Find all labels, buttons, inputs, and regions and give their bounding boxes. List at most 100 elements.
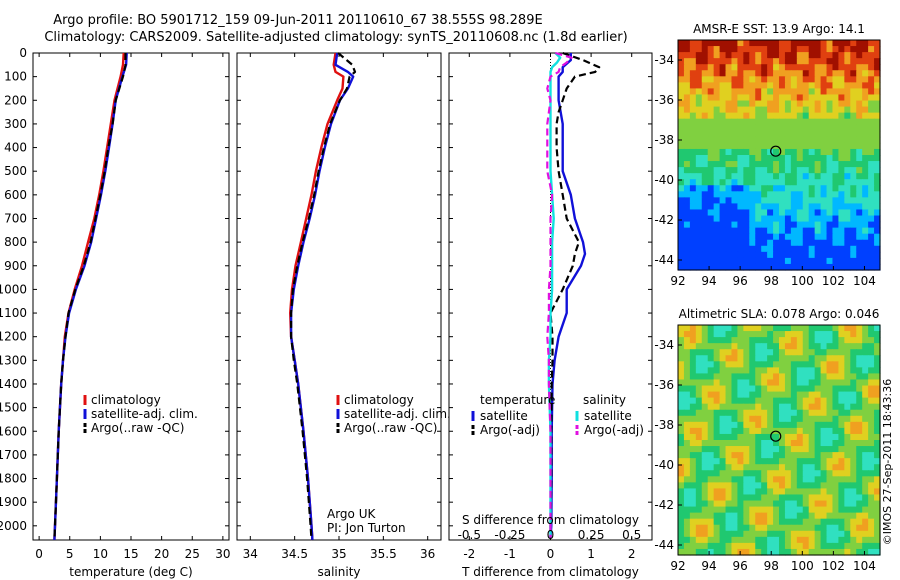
map-cell bbox=[737, 494, 744, 502]
map-cell bbox=[838, 148, 845, 156]
map-cell bbox=[808, 542, 816, 550]
map-cell bbox=[779, 403, 786, 411]
map-cell bbox=[790, 488, 798, 496]
map-cell bbox=[802, 46, 810, 53]
map-cell bbox=[874, 470, 881, 477]
map-cell bbox=[678, 233, 685, 241]
map-cell bbox=[749, 518, 756, 526]
map-cell bbox=[719, 452, 727, 459]
map-cell bbox=[862, 64, 869, 71]
map-cell bbox=[790, 355, 798, 362]
map-cell bbox=[695, 391, 703, 399]
map-cell bbox=[868, 257, 875, 265]
series-line-2 bbox=[547, 52, 562, 538]
map-cell bbox=[701, 70, 709, 77]
map-cell bbox=[784, 391, 792, 399]
map-cell bbox=[790, 427, 798, 435]
map-cell bbox=[779, 415, 786, 423]
map-cell bbox=[725, 251, 733, 259]
map-cell bbox=[719, 355, 727, 362]
map-cell bbox=[707, 500, 715, 508]
map-cell bbox=[773, 221, 780, 229]
map-cell bbox=[707, 524, 715, 532]
map-cell bbox=[784, 263, 792, 271]
x2-tick-label: -0.25 bbox=[494, 528, 525, 542]
map-cell bbox=[725, 464, 733, 471]
map-cell bbox=[725, 542, 733, 550]
map-cell bbox=[731, 179, 739, 186]
map-cell bbox=[719, 52, 727, 59]
map-cell bbox=[814, 76, 822, 83]
map-cell bbox=[790, 482, 798, 490]
map-cell bbox=[790, 331, 798, 338]
map-cell bbox=[779, 433, 786, 441]
map-cell bbox=[701, 530, 709, 538]
map-cell bbox=[826, 542, 834, 550]
map-cell bbox=[850, 433, 857, 441]
map-cell bbox=[796, 76, 804, 83]
map-cell bbox=[790, 221, 798, 229]
map-cell bbox=[701, 40, 709, 47]
map-cell bbox=[749, 548, 756, 556]
map-cell bbox=[874, 331, 881, 338]
map-cell bbox=[874, 70, 881, 77]
map-cell bbox=[707, 245, 715, 253]
map-cell bbox=[773, 548, 780, 556]
map-cell bbox=[678, 58, 685, 65]
map-cell bbox=[844, 500, 851, 508]
x2-tick-label: -0.5 bbox=[458, 528, 481, 542]
map-cell bbox=[826, 197, 834, 205]
map-cell bbox=[808, 46, 816, 53]
map-cell bbox=[862, 500, 869, 508]
map-cell bbox=[678, 203, 685, 211]
map-cell bbox=[767, 106, 774, 114]
map-cell bbox=[701, 470, 709, 477]
map-cell bbox=[826, 397, 834, 405]
map-cell bbox=[826, 361, 834, 368]
map-cell bbox=[820, 70, 828, 77]
map-cell bbox=[850, 355, 857, 362]
map-cell bbox=[689, 167, 697, 174]
map-cell bbox=[737, 440, 744, 447]
map-cell bbox=[773, 415, 780, 423]
map-cell bbox=[743, 245, 750, 253]
map-cell bbox=[796, 118, 804, 126]
map-cell bbox=[868, 94, 875, 102]
map-cell bbox=[737, 130, 744, 138]
map-cell bbox=[701, 209, 709, 217]
map-cell bbox=[814, 245, 822, 253]
map-cell bbox=[850, 325, 857, 332]
map-cell bbox=[826, 88, 834, 96]
map-cell bbox=[802, 409, 810, 417]
map-cell bbox=[755, 524, 762, 532]
map-cell bbox=[773, 367, 780, 375]
map-cell bbox=[773, 536, 780, 544]
map-cell bbox=[695, 263, 703, 271]
map-cell bbox=[743, 227, 750, 235]
map-cell bbox=[844, 82, 851, 90]
map-cell bbox=[731, 446, 739, 453]
map-cell bbox=[790, 209, 798, 217]
map-cell bbox=[814, 46, 822, 53]
map-cell bbox=[713, 325, 721, 332]
map-cell bbox=[731, 367, 739, 375]
map-cell bbox=[689, 209, 697, 217]
map-cell bbox=[773, 409, 780, 417]
map-cell bbox=[678, 191, 685, 198]
map-cell bbox=[683, 391, 691, 399]
map-cell bbox=[844, 100, 851, 108]
map-cell bbox=[862, 446, 869, 453]
map-cell bbox=[725, 70, 733, 77]
map-cell bbox=[814, 209, 822, 217]
map-cell bbox=[802, 440, 810, 447]
map-cell bbox=[856, 337, 863, 344]
map-cell bbox=[862, 397, 869, 405]
map-cell bbox=[689, 464, 697, 471]
title-line-1: Argo profile: BO 5901712_159 09-Jun-2011… bbox=[53, 13, 542, 28]
map-cell bbox=[826, 325, 834, 332]
map-cell bbox=[731, 337, 739, 344]
map-cell bbox=[773, 94, 780, 102]
map-cell bbox=[707, 233, 715, 241]
map-cell bbox=[868, 221, 875, 229]
map-cell bbox=[808, 470, 816, 477]
